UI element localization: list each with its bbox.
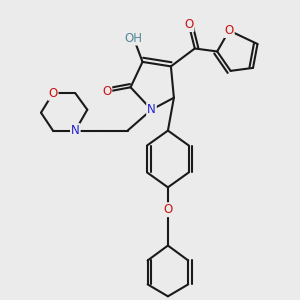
Text: O: O [48, 87, 58, 100]
Text: OH: OH [124, 32, 142, 44]
Text: N: N [147, 103, 156, 116]
Text: O: O [102, 85, 111, 98]
Text: O: O [184, 18, 194, 31]
Text: N: N [71, 124, 80, 137]
Text: O: O [163, 203, 172, 216]
Text: O: O [224, 24, 234, 37]
